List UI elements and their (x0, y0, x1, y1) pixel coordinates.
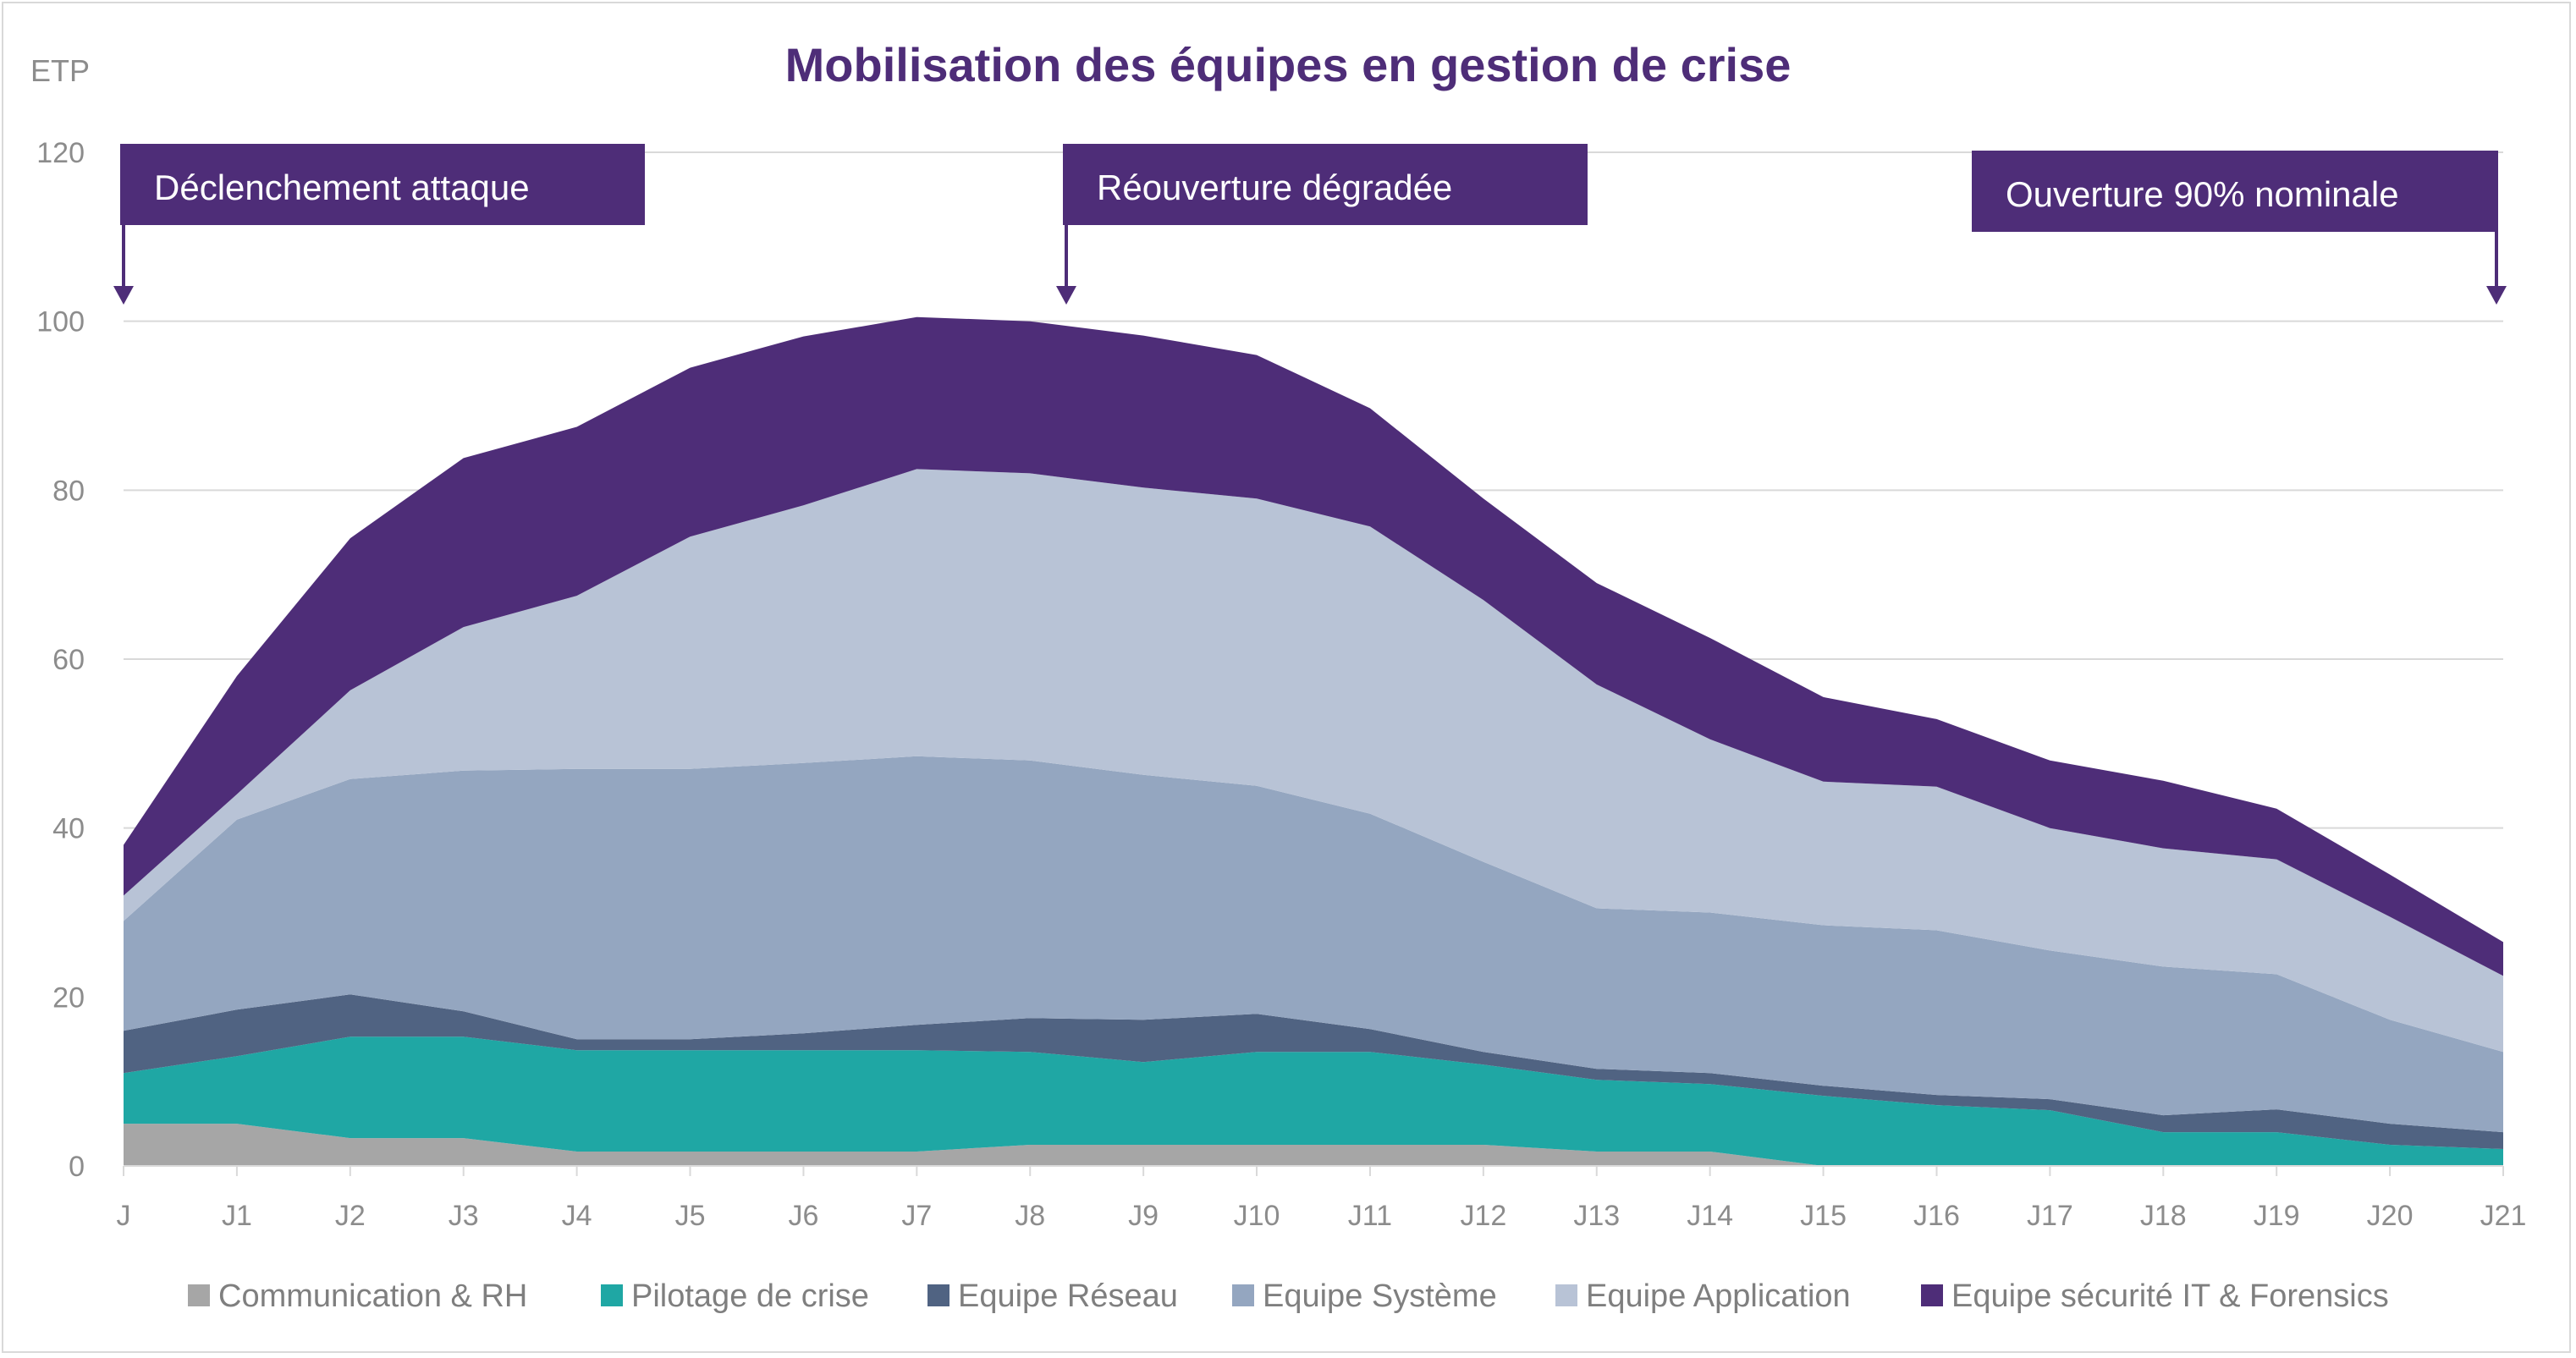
x-tick-label: J (117, 1200, 131, 1232)
y-tick-label: 80 (52, 475, 85, 507)
x-tick-label: J14 (1687, 1200, 1733, 1232)
legend-label: Equipe Réseau (958, 1278, 1178, 1314)
y-axis: 0 20 40 60 80 100 120 (36, 137, 85, 1183)
annotation-arrowhead (113, 286, 134, 305)
x-tick-label: J13 (1573, 1200, 1620, 1232)
legend-swatch (1232, 1284, 1254, 1306)
annotation-label: Réouverture dégradée (1097, 168, 1452, 207)
area-equipe-syst-me (124, 756, 2503, 1133)
area-communication-rh (124, 1124, 2503, 1166)
x-tick-label: J10 (1234, 1200, 1280, 1232)
area-equipe-r-seau (124, 994, 2503, 1149)
legend-swatch (601, 1284, 623, 1306)
y-tick-label: 60 (52, 644, 85, 676)
annotation-label: Déclenchement attaque (154, 168, 530, 207)
x-tick-label: J4 (562, 1200, 592, 1232)
x-tick-label: J18 (2140, 1200, 2187, 1232)
legend-label: Pilotage de crise (631, 1278, 869, 1314)
annotation-arrowhead (2486, 286, 2507, 305)
x-tick-label: J17 (2027, 1200, 2073, 1232)
x-tick-label: J20 (2367, 1200, 2414, 1232)
annotation-box (120, 144, 645, 225)
y-tick-label: 40 (52, 813, 85, 845)
x-tick-label: J8 (1015, 1200, 1045, 1232)
legend-swatch (1555, 1284, 1577, 1306)
x-tick-label: J16 (1913, 1200, 1960, 1232)
area-equipe-application (124, 469, 2503, 1053)
annotation-box (1063, 144, 1588, 225)
legend-swatch (188, 1284, 210, 1306)
legend-swatch (1921, 1284, 1943, 1306)
legend: Communication & RH Pilotage de crise Equip… (188, 1278, 2389, 1314)
x-tick-label: J15 (1800, 1200, 1847, 1232)
y-tick-label: 20 (52, 981, 85, 1014)
legend-label: Equipe sécurité IT & Forensics (1951, 1278, 2389, 1314)
annotation-arrowhead (1056, 286, 1076, 305)
y-tick-label: 120 (36, 137, 85, 169)
chart-title: Mobilisation des équipes en gestion de c… (785, 38, 1792, 91)
legend-label: Equipe Application (1586, 1278, 1851, 1314)
x-tick-labels: J J1 J2 J3 J4 J5 J6 J7 J8 J9 J10 J11 J12 J13 J14 J15 J16… (117, 1200, 2527, 1232)
annotation-label: Ouverture 90% nominale (2006, 174, 2399, 214)
annotations: Déclenchement attaque Réouverture dégradé… (113, 144, 2507, 305)
x-tick-label: J11 (1348, 1200, 1392, 1232)
legend-swatch (927, 1284, 949, 1306)
x-tick-label: J6 (788, 1200, 818, 1232)
x-tick-label: J9 (1128, 1200, 1159, 1232)
area-pilotage-de-crise (124, 1036, 2503, 1166)
x-tick-label: J5 (675, 1200, 706, 1232)
y-tick-label: 100 (36, 306, 85, 338)
area-equipe-s-curit-it-forensics (124, 316, 2503, 976)
x-tick-label: J21 (2480, 1200, 2527, 1232)
x-tick-label: J12 (1460, 1200, 1506, 1232)
annotation-box (1972, 151, 2498, 232)
legend-label: Equipe Système (1263, 1278, 1497, 1314)
y-tick-label: 0 (69, 1151, 85, 1183)
x-axis (123, 1165, 2504, 1176)
x-tick-label: J19 (2254, 1200, 2300, 1232)
x-tick-label: J2 (335, 1200, 366, 1232)
x-tick-label: J1 (222, 1200, 252, 1232)
legend-label: Communication & RH (218, 1278, 527, 1314)
area-series (124, 316, 2503, 1166)
x-tick-label: J3 (449, 1200, 479, 1232)
x-tick-label: J7 (901, 1200, 932, 1232)
y-axis-label: ETP (30, 53, 90, 88)
